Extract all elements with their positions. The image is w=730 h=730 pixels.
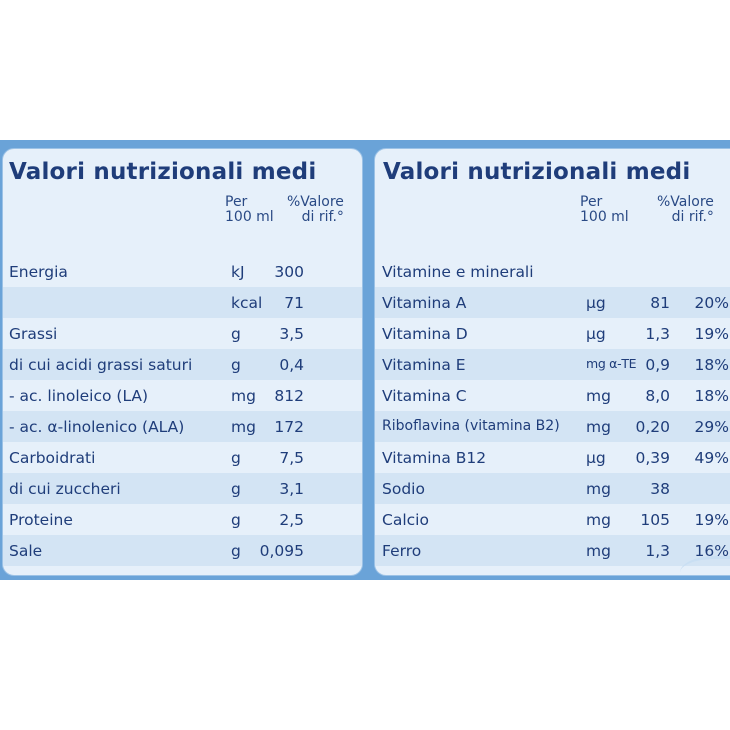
- nutrient-unit: kJ: [231, 263, 245, 281]
- nutrient-unit: mg: [231, 418, 256, 436]
- nutrient-value: 0,20: [635, 418, 670, 436]
- nutrient-name: Ferro: [382, 542, 422, 560]
- nutrient-name: Riboflavina (vitamina B2): [382, 418, 560, 434]
- nutrient-value: 812: [274, 387, 304, 405]
- nutrient-unit: μg: [586, 449, 606, 467]
- nutrient-value: 0,4: [279, 356, 304, 374]
- nutrient-reference-percent: 19%: [694, 511, 729, 529]
- table-row: Riboflavina (vitamina B2) mg 0,20 29%: [375, 411, 730, 442]
- column-header-reference: %Valore di rif.°: [287, 194, 344, 225]
- nutrient-name: Grassi: [9, 325, 58, 343]
- panel-title: Valori nutrizionali medi: [383, 159, 691, 185]
- nutrient-reference-percent: 19%: [694, 325, 729, 343]
- nutrient-value: 1,3: [645, 325, 670, 343]
- nutrient-reference-percent: 29%: [694, 418, 729, 436]
- table-row: - ac. α-linolenico (ALA) mg 172: [3, 411, 362, 442]
- nutrient-unit: g: [231, 356, 241, 374]
- panel-title: Valori nutrizionali medi: [9, 159, 317, 185]
- nutrient-unit: μg: [586, 294, 606, 312]
- nutrient-value: 38: [650, 480, 670, 498]
- nutrient-name: Sale: [9, 542, 43, 560]
- table-row: Grassi g 3,5: [3, 318, 362, 349]
- nutrient-reference-percent: 18%: [694, 356, 729, 374]
- nutrient-value: 3,1: [279, 480, 304, 498]
- nutrient-unit: mg: [231, 387, 256, 405]
- nutrient-reference-percent: 18%: [694, 387, 729, 405]
- nutrient-name: - ac. linoleico (LA): [9, 387, 149, 405]
- nutrient-value: 1,3: [645, 542, 670, 560]
- nutrient-name: Proteine: [9, 511, 73, 529]
- nutrient-reference-percent: 20%: [694, 294, 729, 312]
- nutrient-value: 0,9: [645, 356, 670, 374]
- nutrient-name: Calcio: [382, 511, 429, 529]
- table-row: Vitamina C mg 8,0 18%: [375, 380, 730, 411]
- nutrient-unit: g: [231, 449, 241, 467]
- table-row: Calcio mg 105 19%: [375, 504, 730, 535]
- table-row: Energia kJ 300: [3, 256, 362, 287]
- nutrient-reference-percent: 49%: [694, 449, 729, 467]
- table-row: Vitamina E mg α-TE 0,9 18%: [375, 349, 730, 380]
- nutrient-value: 3,5: [279, 325, 304, 343]
- table-row: di cui acidi grassi saturi g 0,4: [3, 349, 362, 380]
- table-row: di cui zuccheri g 3,1: [3, 473, 362, 504]
- nutrient-value: 105: [640, 511, 670, 529]
- nutrient-unit: mg α-TE: [586, 356, 637, 371]
- table-row: Carboidrati g 7,5: [3, 442, 362, 473]
- nutrient-name: - ac. α-linolenico (ALA): [9, 418, 185, 436]
- nutrient-value: 71: [284, 294, 304, 312]
- nutrient-value: 300: [274, 263, 304, 281]
- column-header-reference: %Valore di rif.°: [657, 194, 714, 225]
- table-row: Vitamina D μg 1,3 19%: [375, 318, 730, 349]
- table-row: Sodio mg 38: [375, 473, 730, 504]
- table-row: Proteine g 2,5: [3, 504, 362, 535]
- nutrient-unit: mg: [586, 418, 611, 436]
- nutrient-name: Vitamina B12: [382, 449, 487, 467]
- nutrient-value: 0,39: [635, 449, 670, 467]
- nutrient-unit: mg: [586, 480, 611, 498]
- table-row: Ferro mg 1,3 16%: [375, 535, 730, 566]
- nutrient-unit: μg: [586, 325, 606, 343]
- nutrient-name: di cui acidi grassi saturi: [9, 356, 193, 374]
- column-header-per: Per 100 ml: [225, 194, 274, 225]
- nutrient-unit: g: [231, 542, 241, 560]
- table-row: kcal 71: [3, 287, 362, 318]
- nutrient-name: Carboidrati: [9, 449, 96, 467]
- nutrient-unit: mg: [586, 387, 611, 405]
- table-row: Vitamina A μg 81 20%: [375, 287, 730, 318]
- nutrient-name: Energia: [9, 263, 68, 281]
- nutrient-value: 7,5: [279, 449, 304, 467]
- nutrient-name: Vitamina D: [382, 325, 468, 343]
- nutrient-name: Vitamina A: [382, 294, 467, 312]
- nutrient-name: Vitamine e minerali: [382, 263, 534, 281]
- nutrient-value: 2,5: [279, 511, 304, 529]
- table-row: Vitamina B12 μg 0,39 49%: [375, 442, 730, 473]
- nutrient-name: Sodio: [382, 480, 425, 498]
- table-row: Sale g 0,095: [3, 535, 362, 566]
- nutrient-unit: g: [231, 480, 241, 498]
- column-header-per: Per 100 ml: [580, 194, 629, 225]
- nutrient-unit: mg: [586, 511, 611, 529]
- nutrient-value: 0,095: [259, 542, 304, 560]
- nutrition-panel-left: Valori nutrizionali medi Per 100 ml %Val…: [2, 148, 363, 576]
- nutrient-unit: kcal: [231, 294, 263, 312]
- nutrition-panel-right: Valori nutrizionali medi Per 100 ml %Val…: [374, 148, 730, 576]
- nutrient-name: Vitamina E: [382, 356, 466, 374]
- nutrient-value: 81: [650, 294, 670, 312]
- nutrient-name: Vitamina C: [382, 387, 467, 405]
- table-row: Vitamine e minerali: [375, 256, 730, 287]
- decorative-swoosh: [680, 556, 730, 589]
- nutrient-unit: g: [231, 325, 241, 343]
- table-row: - ac. linoleico (LA) mg 812: [3, 380, 362, 411]
- nutrient-value: 8,0: [645, 387, 670, 405]
- nutrient-unit: g: [231, 511, 241, 529]
- nutrient-name: di cui zuccheri: [9, 480, 121, 498]
- nutrient-unit: mg: [586, 542, 611, 560]
- nutrient-value: 172: [274, 418, 304, 436]
